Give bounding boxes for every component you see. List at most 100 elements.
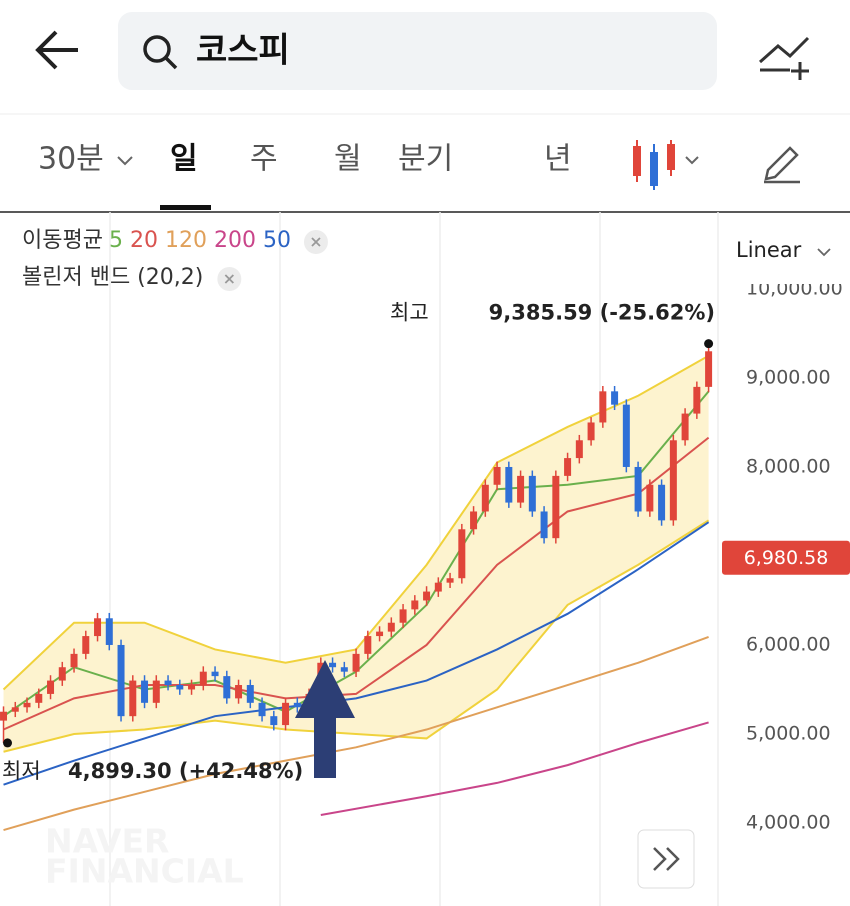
remove-icon bbox=[224, 274, 234, 284]
candle-body bbox=[399, 609, 407, 623]
legend-title: 이동평균 bbox=[22, 228, 103, 253]
legend-entry: 50 bbox=[263, 228, 291, 253]
candle-body bbox=[411, 600, 419, 610]
compare-icon[interactable] bbox=[759, 36, 810, 80]
candle-type-icon[interactable] bbox=[633, 140, 699, 190]
legend-entry: 5 bbox=[109, 228, 123, 253]
candle-body bbox=[693, 386, 701, 414]
candle-body bbox=[94, 618, 102, 637]
candle-body bbox=[669, 440, 677, 521]
candle-body bbox=[176, 685, 184, 690]
high-label: 최고 bbox=[390, 301, 429, 325]
candle-body bbox=[235, 685, 243, 699]
candle-body bbox=[129, 680, 137, 717]
candle-body bbox=[0, 711, 8, 721]
candle-body bbox=[552, 475, 560, 539]
legend-entry: 200 bbox=[214, 228, 256, 253]
search-icon bbox=[143, 35, 171, 63]
scroll-end-icon bbox=[653, 847, 680, 871]
search-text: 코스피 bbox=[196, 31, 290, 71]
legend-title: 볼린저 밴드 (20,2) bbox=[22, 265, 203, 290]
high-marker bbox=[704, 339, 714, 349]
legend-entry: 20 bbox=[130, 228, 158, 253]
candle-body bbox=[70, 653, 78, 668]
current-price-label: 6,980.58 bbox=[744, 547, 829, 569]
candle-body bbox=[211, 671, 219, 677]
search-box[interactable] bbox=[118, 12, 717, 90]
tab[interactable]: 일 bbox=[170, 142, 198, 177]
candle-body bbox=[658, 484, 666, 521]
bollinger-lower bbox=[3, 519, 710, 753]
legend-entry: 120 bbox=[165, 228, 207, 253]
candle-body bbox=[246, 685, 254, 703]
remove-icon bbox=[311, 237, 321, 247]
tab[interactable]: 분기 bbox=[398, 142, 453, 177]
tab[interactable]: 30분 bbox=[38, 142, 104, 177]
dropdown-icon[interactable] bbox=[117, 156, 133, 166]
candle-body bbox=[105, 618, 113, 645]
candle-body bbox=[164, 680, 172, 686]
moving-average-line bbox=[320, 721, 709, 816]
y-tick-label: 9,000.00 bbox=[746, 366, 831, 388]
candle-body bbox=[458, 529, 466, 579]
draw-tool-icon[interactable] bbox=[764, 146, 800, 184]
candle-body bbox=[705, 351, 713, 387]
current-price-box bbox=[722, 540, 850, 575]
candle-body bbox=[23, 702, 31, 708]
candle-body bbox=[646, 484, 654, 512]
candle-body bbox=[446, 578, 454, 583]
candle-body bbox=[352, 653, 360, 672]
candle-body bbox=[611, 391, 619, 405]
candle-body bbox=[152, 680, 160, 703]
high-value: 9,385.59 (-25.62%) bbox=[489, 301, 715, 325]
low-value: 4,899.30 (+42.48%) bbox=[68, 759, 303, 783]
candle-body bbox=[82, 636, 90, 654]
scale-mode[interactable]: Linear bbox=[736, 238, 802, 262]
candle-body bbox=[587, 422, 595, 441]
bollinger-fill bbox=[3, 355, 709, 752]
candle-body bbox=[387, 622, 395, 632]
candle-body bbox=[117, 644, 125, 717]
candle-body bbox=[376, 631, 384, 637]
candle-body bbox=[434, 582, 442, 592]
candle-body bbox=[481, 484, 489, 512]
watermark: FINANCIAL bbox=[45, 852, 244, 891]
search-icon bbox=[164, 56, 178, 70]
candle-body bbox=[11, 707, 19, 712]
candle-body bbox=[329, 662, 337, 668]
y-tick-label: 5,000.00 bbox=[746, 722, 831, 744]
candle-body bbox=[35, 693, 43, 703]
back-button[interactable] bbox=[35, 30, 78, 70]
candle-body bbox=[681, 413, 689, 441]
candle-body bbox=[505, 466, 513, 503]
candle-body bbox=[188, 685, 196, 690]
y-tick-label: 8,000.00 bbox=[746, 455, 831, 477]
candle-body bbox=[47, 680, 55, 694]
tab[interactable]: 월 bbox=[334, 142, 362, 177]
candle-body bbox=[599, 391, 607, 423]
candle-body bbox=[58, 667, 66, 681]
candle-body bbox=[575, 440, 583, 459]
candle-body bbox=[634, 466, 642, 512]
tab[interactable]: 주 bbox=[250, 142, 278, 177]
low-label: 최저 bbox=[2, 759, 41, 783]
watermark: NAVER bbox=[45, 822, 169, 861]
candle-body bbox=[199, 671, 207, 686]
candle-body bbox=[517, 475, 525, 503]
y-tick-label: 6,000.00 bbox=[746, 633, 831, 655]
tab[interactable]: 년 bbox=[544, 142, 572, 177]
candle-body bbox=[493, 466, 501, 485]
candle-body bbox=[528, 475, 536, 512]
y-tick-label: 4,000.00 bbox=[746, 811, 831, 833]
candle-body bbox=[540, 511, 548, 539]
candle-body bbox=[141, 680, 149, 703]
candle-body bbox=[293, 702, 301, 708]
candle-body bbox=[364, 636, 372, 654]
dropdown-icon[interactable] bbox=[817, 248, 831, 257]
y-tick-label: 10,000.00 bbox=[746, 277, 843, 299]
low-marker bbox=[3, 738, 13, 748]
candle-body bbox=[622, 404, 630, 467]
candle-body bbox=[223, 676, 231, 699]
candle-body bbox=[423, 591, 431, 601]
